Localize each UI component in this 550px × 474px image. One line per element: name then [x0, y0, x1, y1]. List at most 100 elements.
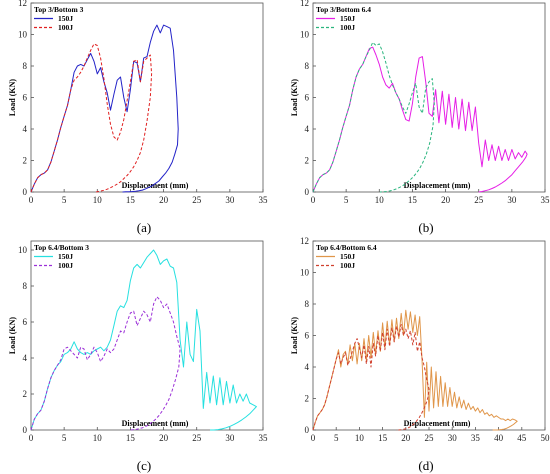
series-line-150J	[312, 309, 518, 431]
x-tick-label: 50	[541, 433, 550, 443]
x-axis-label: Displacement (mm)	[404, 181, 471, 190]
y-axis-label: Load (KN)	[290, 317, 299, 354]
series-line-150J	[312, 46, 528, 193]
y-tick-label: 12	[300, 0, 309, 8]
y-tick-label: 6	[305, 93, 310, 103]
series-line-100J	[30, 296, 181, 431]
panel-caption: (b)	[418, 220, 433, 235]
x-tick-label: 35	[541, 195, 550, 205]
chart-panel-d: 0 5 10 15 20 25 30 35 40 45 50 0 2 4 6 8 10 12 Displacemen…	[290, 236, 550, 473]
x-tick-label: 15	[408, 195, 418, 205]
y-tick-label: 8	[23, 281, 28, 291]
y-axis-label: Load (KN)	[8, 317, 17, 354]
x-tick-label: 20	[159, 195, 169, 205]
panel-caption: (d)	[418, 458, 433, 473]
x-tick-label: 10	[355, 433, 365, 443]
x-tick-label: 15	[126, 195, 136, 205]
x-tick-label: 35	[259, 195, 269, 205]
x-tick-label: 25	[192, 195, 202, 205]
series-line-150J	[30, 249, 257, 431]
x-tick-label: 45	[517, 433, 527, 443]
y-axis-label: Load (KN)	[290, 79, 299, 116]
x-tick-label: 5	[344, 195, 349, 205]
y-tick-label: 6	[305, 331, 310, 341]
x-tick-label: 0	[311, 433, 316, 443]
legend-title: Top 6.4/Bottom 3	[34, 243, 89, 252]
panel-caption: (c)	[137, 458, 151, 473]
x-tick-label: 25	[474, 195, 484, 205]
legend-entry: 150J	[58, 252, 73, 261]
y-tick-label: 0	[23, 425, 28, 435]
plot-frame	[30, 240, 264, 431]
y-tick-label: 4	[23, 124, 28, 134]
y-tick-label: 10	[300, 30, 310, 40]
x-tick-label: 35	[471, 433, 481, 443]
legend-entry: 150J	[58, 14, 73, 23]
x-tick-label: 40	[494, 433, 504, 443]
chart-panel-a: 0 5 10 15 20 25 30 35 0 2 4 6 8 10 12 Displacement (mm)…	[8, 0, 268, 235]
x-tick-label: 30	[225, 433, 235, 443]
y-axis-label: Load (KN)	[8, 79, 17, 116]
legend-title: Top 6.4/Bottom 6.4	[316, 243, 377, 252]
series-line-100J	[30, 43, 153, 193]
x-axis-label: Displacement (mm)	[404, 419, 471, 428]
x-tick-label: 30	[225, 195, 235, 205]
y-tick-label: 10	[18, 30, 28, 40]
y-tick-label: 0	[23, 187, 28, 197]
series-line-100J	[312, 324, 430, 431]
legend-entry: 150J	[340, 252, 355, 261]
y-tick-label: 12	[18, 0, 27, 8]
legend-entry: 150J	[340, 14, 355, 23]
y-tick-label: 2	[305, 394, 310, 404]
x-tick-label: 20	[401, 433, 411, 443]
y-tick-label: 4	[23, 353, 28, 363]
x-tick-label: 5	[62, 433, 67, 443]
y-tick-label: 10	[18, 245, 28, 255]
series-line-150J	[30, 24, 179, 193]
x-tick-label: 5	[62, 195, 67, 205]
y-tick-label: 4	[305, 124, 310, 134]
y-tick-label: 6	[23, 317, 28, 327]
legend-entry: 100J	[58, 261, 73, 270]
y-tick-label: 10	[300, 268, 310, 278]
y-tick-label: 6	[23, 93, 28, 103]
x-tick-label: 25	[192, 433, 202, 443]
x-tick-label: 10	[375, 195, 385, 205]
y-tick-label: 0	[305, 425, 310, 435]
chart-panel-c: 0 5 10 15 20 25 30 35 0 2 4 6 8 10 Displacement (mm) Lo…	[8, 240, 269, 473]
y-tick-label: 8	[305, 299, 310, 309]
x-tick-label: 30	[507, 195, 517, 205]
y-tick-label: 2	[305, 156, 310, 166]
x-tick-label: 15	[126, 433, 136, 443]
x-tick-label: 10	[93, 433, 103, 443]
panel-caption: (a)	[137, 220, 151, 235]
y-tick-label: 0	[305, 187, 310, 197]
legend-entry: 100J	[340, 261, 355, 270]
x-tick-label: 20	[159, 433, 169, 443]
x-tick-label: 10	[93, 195, 103, 205]
legend-entry: 100J	[340, 23, 355, 32]
y-tick-label: 2	[23, 156, 28, 166]
y-tick-label: 8	[305, 61, 310, 71]
x-tick-label: 30	[448, 433, 458, 443]
x-tick-label: 15	[378, 433, 388, 443]
x-tick-label: 20	[441, 195, 451, 205]
legend-title: Top 3/Bottom 3	[34, 5, 84, 14]
legend-title: Top 3/Bottom 6.4	[316, 5, 371, 14]
x-tick-label: 25	[425, 433, 435, 443]
x-axis-label: Displacement (mm)	[122, 181, 189, 190]
x-tick-label: 35	[259, 433, 269, 443]
y-tick-label: 4	[305, 362, 310, 372]
y-tick-label: 2	[23, 389, 28, 399]
series-line-100J	[312, 41, 435, 193]
x-tick-label: 0	[29, 195, 34, 205]
x-tick-label: 0	[29, 433, 34, 443]
y-tick-label: 12	[300, 236, 309, 246]
x-axis-label: Displacement (mm)	[122, 419, 189, 428]
x-tick-label: 0	[311, 195, 316, 205]
